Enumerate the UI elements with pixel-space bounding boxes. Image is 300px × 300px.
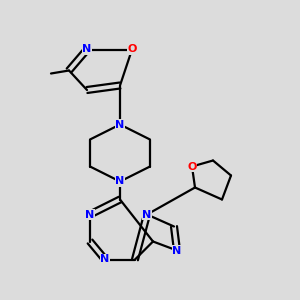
Text: O: O: [187, 161, 197, 172]
Text: N: N: [142, 209, 152, 220]
Text: N: N: [172, 245, 182, 256]
Text: N: N: [116, 176, 124, 187]
Text: N: N: [116, 119, 124, 130]
Text: N: N: [82, 44, 91, 55]
Text: N: N: [100, 254, 109, 265]
Text: N: N: [85, 209, 94, 220]
Text: O: O: [127, 44, 137, 55]
